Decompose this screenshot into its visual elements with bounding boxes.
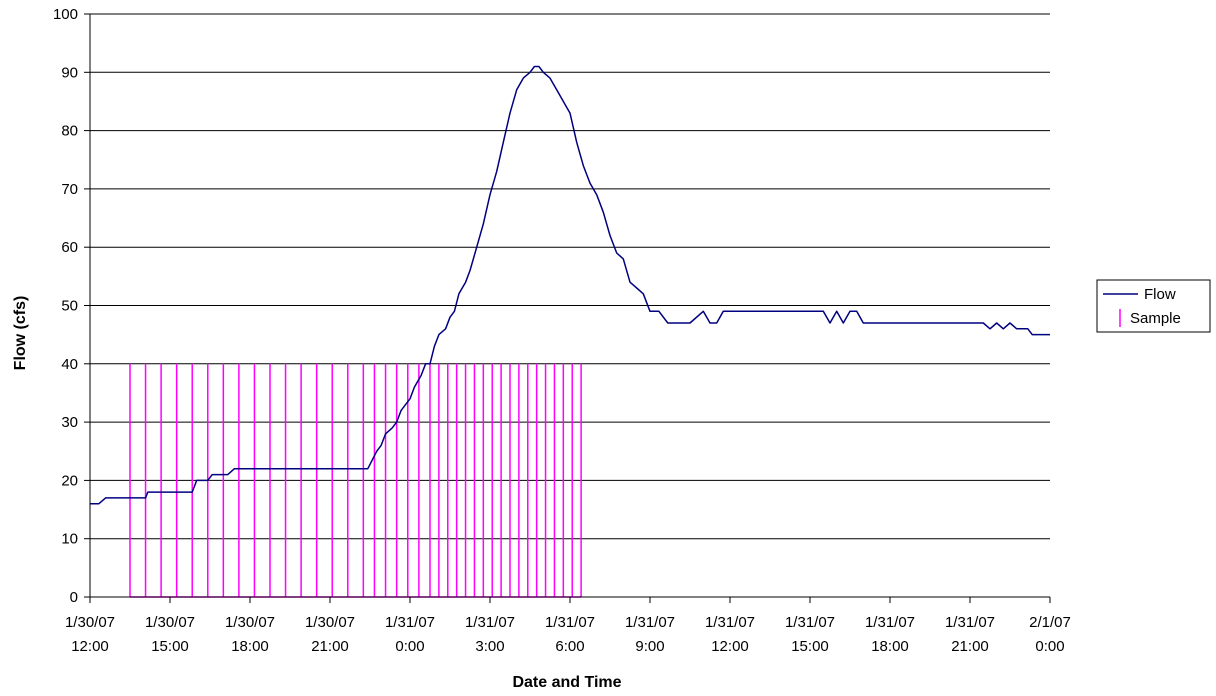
- y-tick-label: 90: [61, 64, 78, 81]
- x-tick-label-time: 12:00: [711, 638, 749, 655]
- y-tick-label: 80: [61, 123, 78, 140]
- axes: [89, 14, 1051, 603]
- x-tick-labels: 1/30/07 12:00 1/30/07 15:00 1/30/07 18:00 1/30…: [65, 614, 1071, 655]
- x-tick-label-date: 1/31/07: [385, 614, 435, 631]
- legend-flow-label: Flow: [1144, 286, 1176, 303]
- flow-series: [90, 65, 1050, 505]
- x-tick-label-date: 1/31/07: [785, 614, 835, 631]
- x-tick-label-time: 0:00: [1035, 638, 1064, 655]
- x-tick-label-time: 15:00: [151, 638, 189, 655]
- x-tick-label-date: 1/31/07: [625, 614, 675, 631]
- x-tick-label-date: 1/30/07: [145, 614, 195, 631]
- x-tick-label-date: 1/31/07: [945, 614, 995, 631]
- x-tick-label-time: 21:00: [951, 638, 989, 655]
- x-tick-label-date: 2/1/07: [1029, 614, 1071, 631]
- x-tick-label-date: 1/31/07: [865, 614, 915, 631]
- x-axis-title: Date and Time: [512, 674, 621, 691]
- x-tick-label-date: 1/31/07: [465, 614, 515, 631]
- y-tick-label: 0: [70, 589, 78, 606]
- x-tick-label-date: 1/30/07: [225, 614, 275, 631]
- legend-box: [1096, 279, 1211, 333]
- x-tick-label-time: 6:00: [555, 638, 584, 655]
- x-tick-label-date: 1/31/07: [705, 614, 755, 631]
- x-tick-label-date: 1/30/07: [65, 614, 115, 631]
- x-tick-label-time: 18:00: [231, 638, 269, 655]
- legend: Flow Sample: [1096, 279, 1211, 333]
- x-tick-label-time: 3:00: [475, 638, 504, 655]
- x-tick-label-date: 1/31/07: [545, 614, 595, 631]
- flow-line: [90, 65, 1050, 505]
- y-tick-label: 60: [61, 239, 78, 256]
- y-tick-label: 10: [61, 531, 78, 548]
- x-tick-label-time: 21:00: [311, 638, 349, 655]
- y-tick-label: 100: [53, 6, 78, 23]
- y-axis-title: Flow (cfs): [12, 296, 29, 371]
- x-tick-label-date: 1/30/07: [305, 614, 355, 631]
- y-tick-label: 30: [61, 414, 78, 431]
- gridlines: [84, 13, 1050, 598]
- x-tick-label-time: 9:00: [635, 638, 664, 655]
- y-tick-label: 50: [61, 298, 78, 315]
- x-tick-label-time: 0:00: [395, 638, 424, 655]
- legend-sample-label: Sample: [1130, 310, 1181, 327]
- x-tick-label-time: 12:00: [71, 638, 109, 655]
- y-tick-label: 70: [61, 181, 78, 198]
- y-tick-label: 20: [61, 472, 78, 489]
- y-tick-labels: 0 10 20 30 40 50 60 70 80 90 100: [53, 6, 78, 606]
- x-tick-label-time: 15:00: [791, 638, 829, 655]
- y-tick-label: 40: [61, 356, 78, 373]
- x-tick-label-time: 18:00: [871, 638, 909, 655]
